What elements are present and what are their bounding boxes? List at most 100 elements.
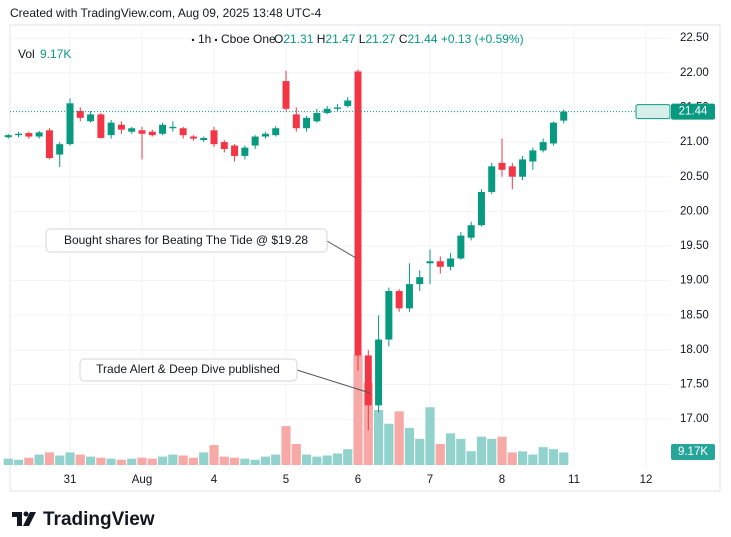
volume-bar — [240, 458, 250, 465]
candle-body — [128, 128, 136, 132]
volume-bar — [3, 458, 13, 465]
key: H — [317, 32, 326, 46]
candle-body — [231, 145, 239, 156]
x-tick-label: 12 — [640, 474, 653, 486]
candle-body — [241, 147, 249, 156]
candle-body — [87, 114, 95, 122]
candle-body — [447, 258, 455, 267]
volume-bar — [24, 457, 34, 465]
volume-bar — [528, 454, 538, 465]
change: +0.13 (+0.59%) — [441, 32, 524, 46]
volume-bar — [312, 456, 322, 465]
volume-bar — [271, 454, 281, 465]
volume-bar — [34, 454, 44, 465]
volume-bar — [65, 452, 75, 465]
volume-bar — [13, 459, 24, 465]
annotation: Trade Alert & Deep Dive published — [79, 358, 371, 394]
candle-body — [159, 124, 167, 134]
x-tick-label: 11 — [568, 474, 580, 486]
candle-body — [200, 137, 208, 141]
volume-bar — [497, 436, 507, 465]
volume-bar — [168, 454, 178, 465]
volume-bar — [229, 457, 240, 465]
volume-bar — [322, 455, 332, 465]
candle-body — [395, 291, 403, 309]
volume-bar — [466, 451, 476, 465]
candle-body — [45, 130, 53, 159]
volume-bar — [219, 456, 229, 465]
candle-body — [179, 128, 187, 136]
candle-body — [35, 132, 43, 137]
volume-box — [671, 444, 715, 460]
candle-body — [189, 136, 197, 139]
value: 21.31 — [283, 32, 313, 46]
y-tick-label: 20.00 — [680, 205, 709, 217]
candle-body — [498, 162, 506, 170]
volume-label: 9.17K — [678, 446, 708, 458]
volume-bar — [250, 459, 260, 465]
volume-value: 9.17K — [40, 47, 71, 61]
value: 21.47 — [325, 32, 355, 46]
candle-body — [354, 71, 362, 356]
candle-body — [375, 339, 383, 406]
candle-body — [303, 117, 311, 129]
key: C — [399, 32, 408, 46]
candle-body — [107, 122, 115, 136]
x-tick-label: 8 — [499, 474, 505, 486]
volume-bar — [96, 457, 106, 465]
key: L — [359, 32, 366, 46]
volume-bar — [538, 447, 548, 465]
candle-body — [25, 133, 33, 137]
candle-body — [56, 144, 64, 155]
candle-body — [117, 124, 125, 130]
y-tick-label: 19.50 — [680, 240, 709, 252]
candle-body — [272, 128, 280, 136]
candle-body — [251, 136, 259, 146]
y-tick-label: 22.50 — [680, 32, 709, 44]
volume-bar — [127, 458, 137, 465]
volume-bar — [260, 456, 271, 465]
volume-bar — [137, 457, 147, 465]
volume-bar — [384, 423, 394, 465]
candle-body — [405, 284, 413, 309]
last-price-label: 21.44 — [679, 106, 708, 118]
volume-bar — [353, 355, 363, 465]
candle-body — [385, 291, 393, 340]
x-tick-label: 6 — [355, 474, 361, 486]
candle-body — [457, 235, 465, 259]
volume-bar — [445, 433, 456, 465]
header: Created with TradingView.com, Aug 09, 20… — [10, 6, 322, 20]
volume-bar — [116, 459, 127, 465]
y-tick-label: 18.00 — [680, 344, 709, 356]
volume-title: Vol — [18, 47, 35, 61]
annotation-text: Bought shares for Beating The Tide @ $19… — [64, 233, 308, 247]
y-tick-label: 19.00 — [680, 275, 709, 287]
y-tick-label: 22.00 — [680, 67, 709, 79]
logo-text: TradingView — [43, 509, 155, 530]
volume-bar — [435, 443, 445, 465]
candle-body — [426, 261, 434, 264]
candle-body — [560, 111, 568, 121]
last-price-box — [671, 103, 715, 120]
candle-body — [169, 126, 177, 129]
volume-bar — [332, 453, 343, 465]
volume-bar — [507, 452, 517, 465]
candle-body — [76, 110, 84, 118]
plot: 17.00 17.50 18.00 18.50 19.00 19.50 20.00 20.50… — [3, 25, 715, 486]
volume-bar — [517, 451, 528, 465]
logo: TradingView — [12, 509, 155, 530]
interval: 1h — [198, 32, 211, 46]
volume-bar — [106, 458, 116, 465]
value: 21.27 — [365, 32, 395, 46]
y-tick-label: 20.50 — [680, 171, 709, 183]
candle-body — [539, 142, 547, 151]
y-tick-label: 17.50 — [680, 379, 709, 391]
x-tick-label: 4 — [211, 474, 218, 486]
volume-bar — [147, 458, 157, 465]
legend: 1h Cboe One O21.31 H21.47 L21.27 C21.44 … — [18, 32, 524, 61]
candle-body — [529, 150, 537, 162]
candle-body — [138, 130, 146, 134]
volume-bar — [85, 456, 96, 465]
candle-body — [292, 114, 300, 129]
